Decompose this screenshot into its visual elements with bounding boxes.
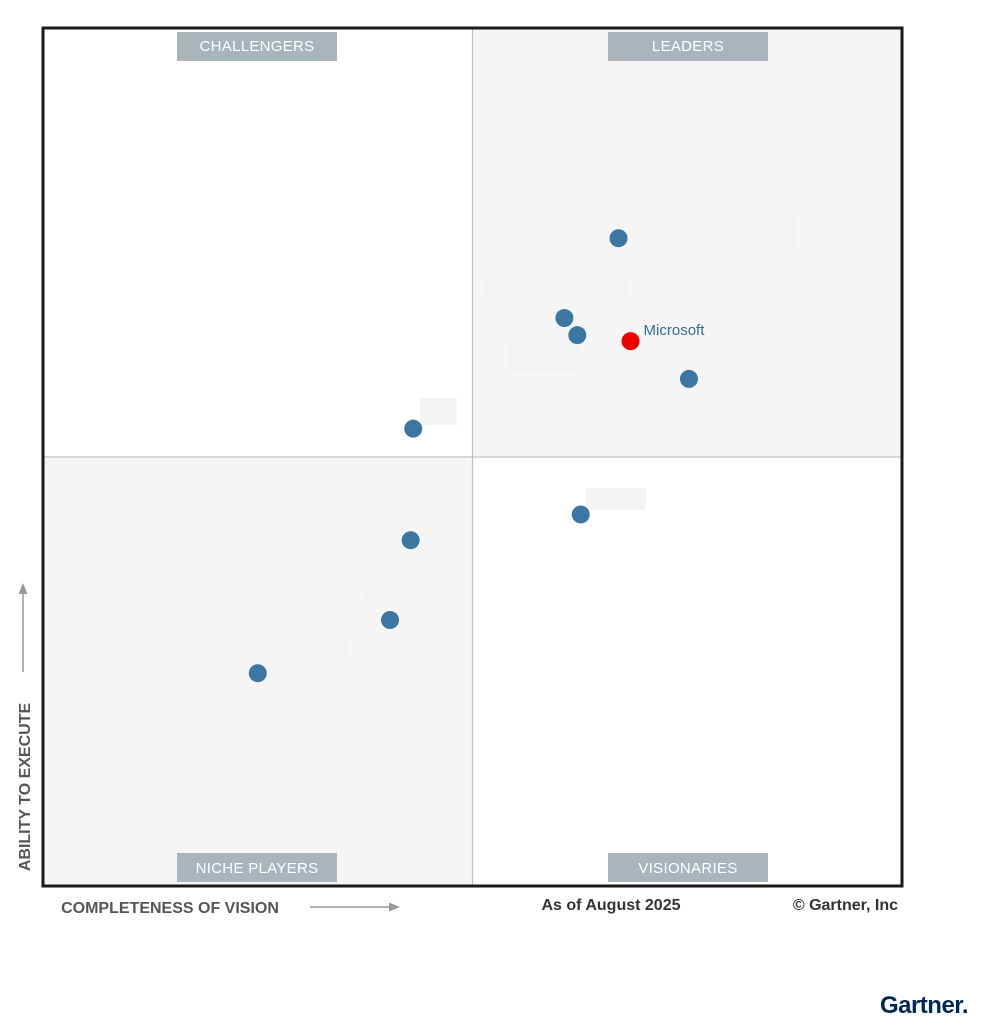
quadrant-label-leaders-bg: [608, 32, 768, 61]
x-axis-arrow: [310, 902, 400, 912]
quadrant-label-niche-players-text: NICHE PLAYERS: [196, 860, 319, 877]
quadrant-label-visionaries-bg: [608, 853, 768, 882]
vendor-label-placeholder: [638, 210, 796, 255]
quadrant-label-challengers: CHALLENGERS: [177, 32, 337, 61]
data-point-microsoft: [621, 332, 640, 351]
data-point: [568, 326, 587, 345]
data-point: [404, 419, 423, 438]
data-point: [381, 611, 400, 630]
vendor-label-placeholder: [508, 342, 577, 372]
quadrant-label-niche-players: NICHE PLAYERS: [177, 853, 337, 882]
x-axis-arrow-head: [389, 902, 400, 912]
data-point: [571, 505, 590, 524]
quadrant-label-leaders-text: LEADERS: [652, 38, 724, 55]
quadrant-visionaries-bg: [472, 457, 902, 886]
copyright-text: © Gartner, Inc: [793, 897, 898, 914]
vendor-label-placeholder: [239, 634, 347, 657]
quadrant-label-challengers-bg: [177, 32, 337, 61]
quadrant-challengers-bg: [43, 28, 473, 457]
vendor-label-placeholder: [328, 493, 462, 523]
vendor-label-placeholder: [363, 586, 449, 607]
x-axis-title: COMPLETENESS OF VISION: [61, 900, 279, 917]
y-axis-arrow: [18, 583, 28, 672]
data-point: [248, 664, 267, 683]
y-axis-title: ABILITY TO EXECUTE: [17, 703, 34, 872]
points-layer: Microsoft: [248, 229, 706, 683]
gartner-logo: Gartner.: [880, 992, 968, 1019]
vendor-label-placeholder: [698, 359, 778, 416]
vendor-label-placeholder: [483, 274, 629, 303]
data-point: [679, 369, 698, 388]
chart-frame: [41, 26, 904, 888]
as-of-date: As of August 2025: [542, 897, 681, 914]
quadrant-label-visionaries: VISIONARIES: [608, 853, 768, 882]
data-point: [555, 309, 574, 328]
quadrant-label-niche-players-bg: [177, 853, 337, 882]
vendor-label-placeholder: [420, 398, 457, 425]
data-point-label-microsoft: Microsoft: [644, 322, 706, 339]
vendor-label-placeholders: [239, 210, 796, 657]
quadrant-label-leaders: LEADERS: [608, 32, 768, 61]
quadrant-label-visionaries-text: VISIONARIES: [638, 860, 737, 877]
data-point: [609, 229, 628, 248]
quadrant-label-challengers-text: CHALLENGERS: [199, 38, 314, 55]
vendor-label-placeholder: [586, 488, 646, 510]
data-point: [401, 531, 420, 550]
y-axis-arrow-head: [18, 583, 28, 594]
